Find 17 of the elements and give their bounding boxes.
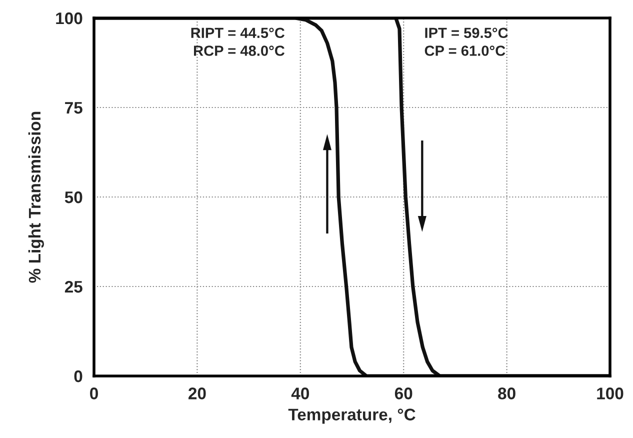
x-tick-label: 40 bbox=[291, 388, 309, 400]
annotation: IPT = 59.5°C bbox=[425, 28, 508, 38]
y-axis-title: % Light Transmission bbox=[28, 112, 44, 283]
annotation: RIPT = 44.5°C bbox=[191, 28, 285, 38]
x-tick-label: 0 bbox=[90, 388, 98, 400]
y-tick-label: 0 bbox=[74, 370, 82, 382]
y-tick-label: 100 bbox=[56, 12, 82, 24]
y-tick-label: 50 bbox=[64, 191, 82, 204]
x-tick-label: 100 bbox=[597, 388, 624, 400]
x-axis-title: Temperature, °C bbox=[288, 408, 416, 424]
x-tick-label: 60 bbox=[394, 388, 412, 400]
y-tick-label: 25 bbox=[64, 280, 82, 293]
annotation: CP = 61.0°C bbox=[424, 46, 506, 56]
x-tick-label: 20 bbox=[188, 388, 206, 400]
y-tick-label: 75 bbox=[65, 102, 82, 114]
annotation: RCP = 48.0°C bbox=[194, 46, 285, 56]
x-tick-label: 80 bbox=[498, 388, 516, 400]
